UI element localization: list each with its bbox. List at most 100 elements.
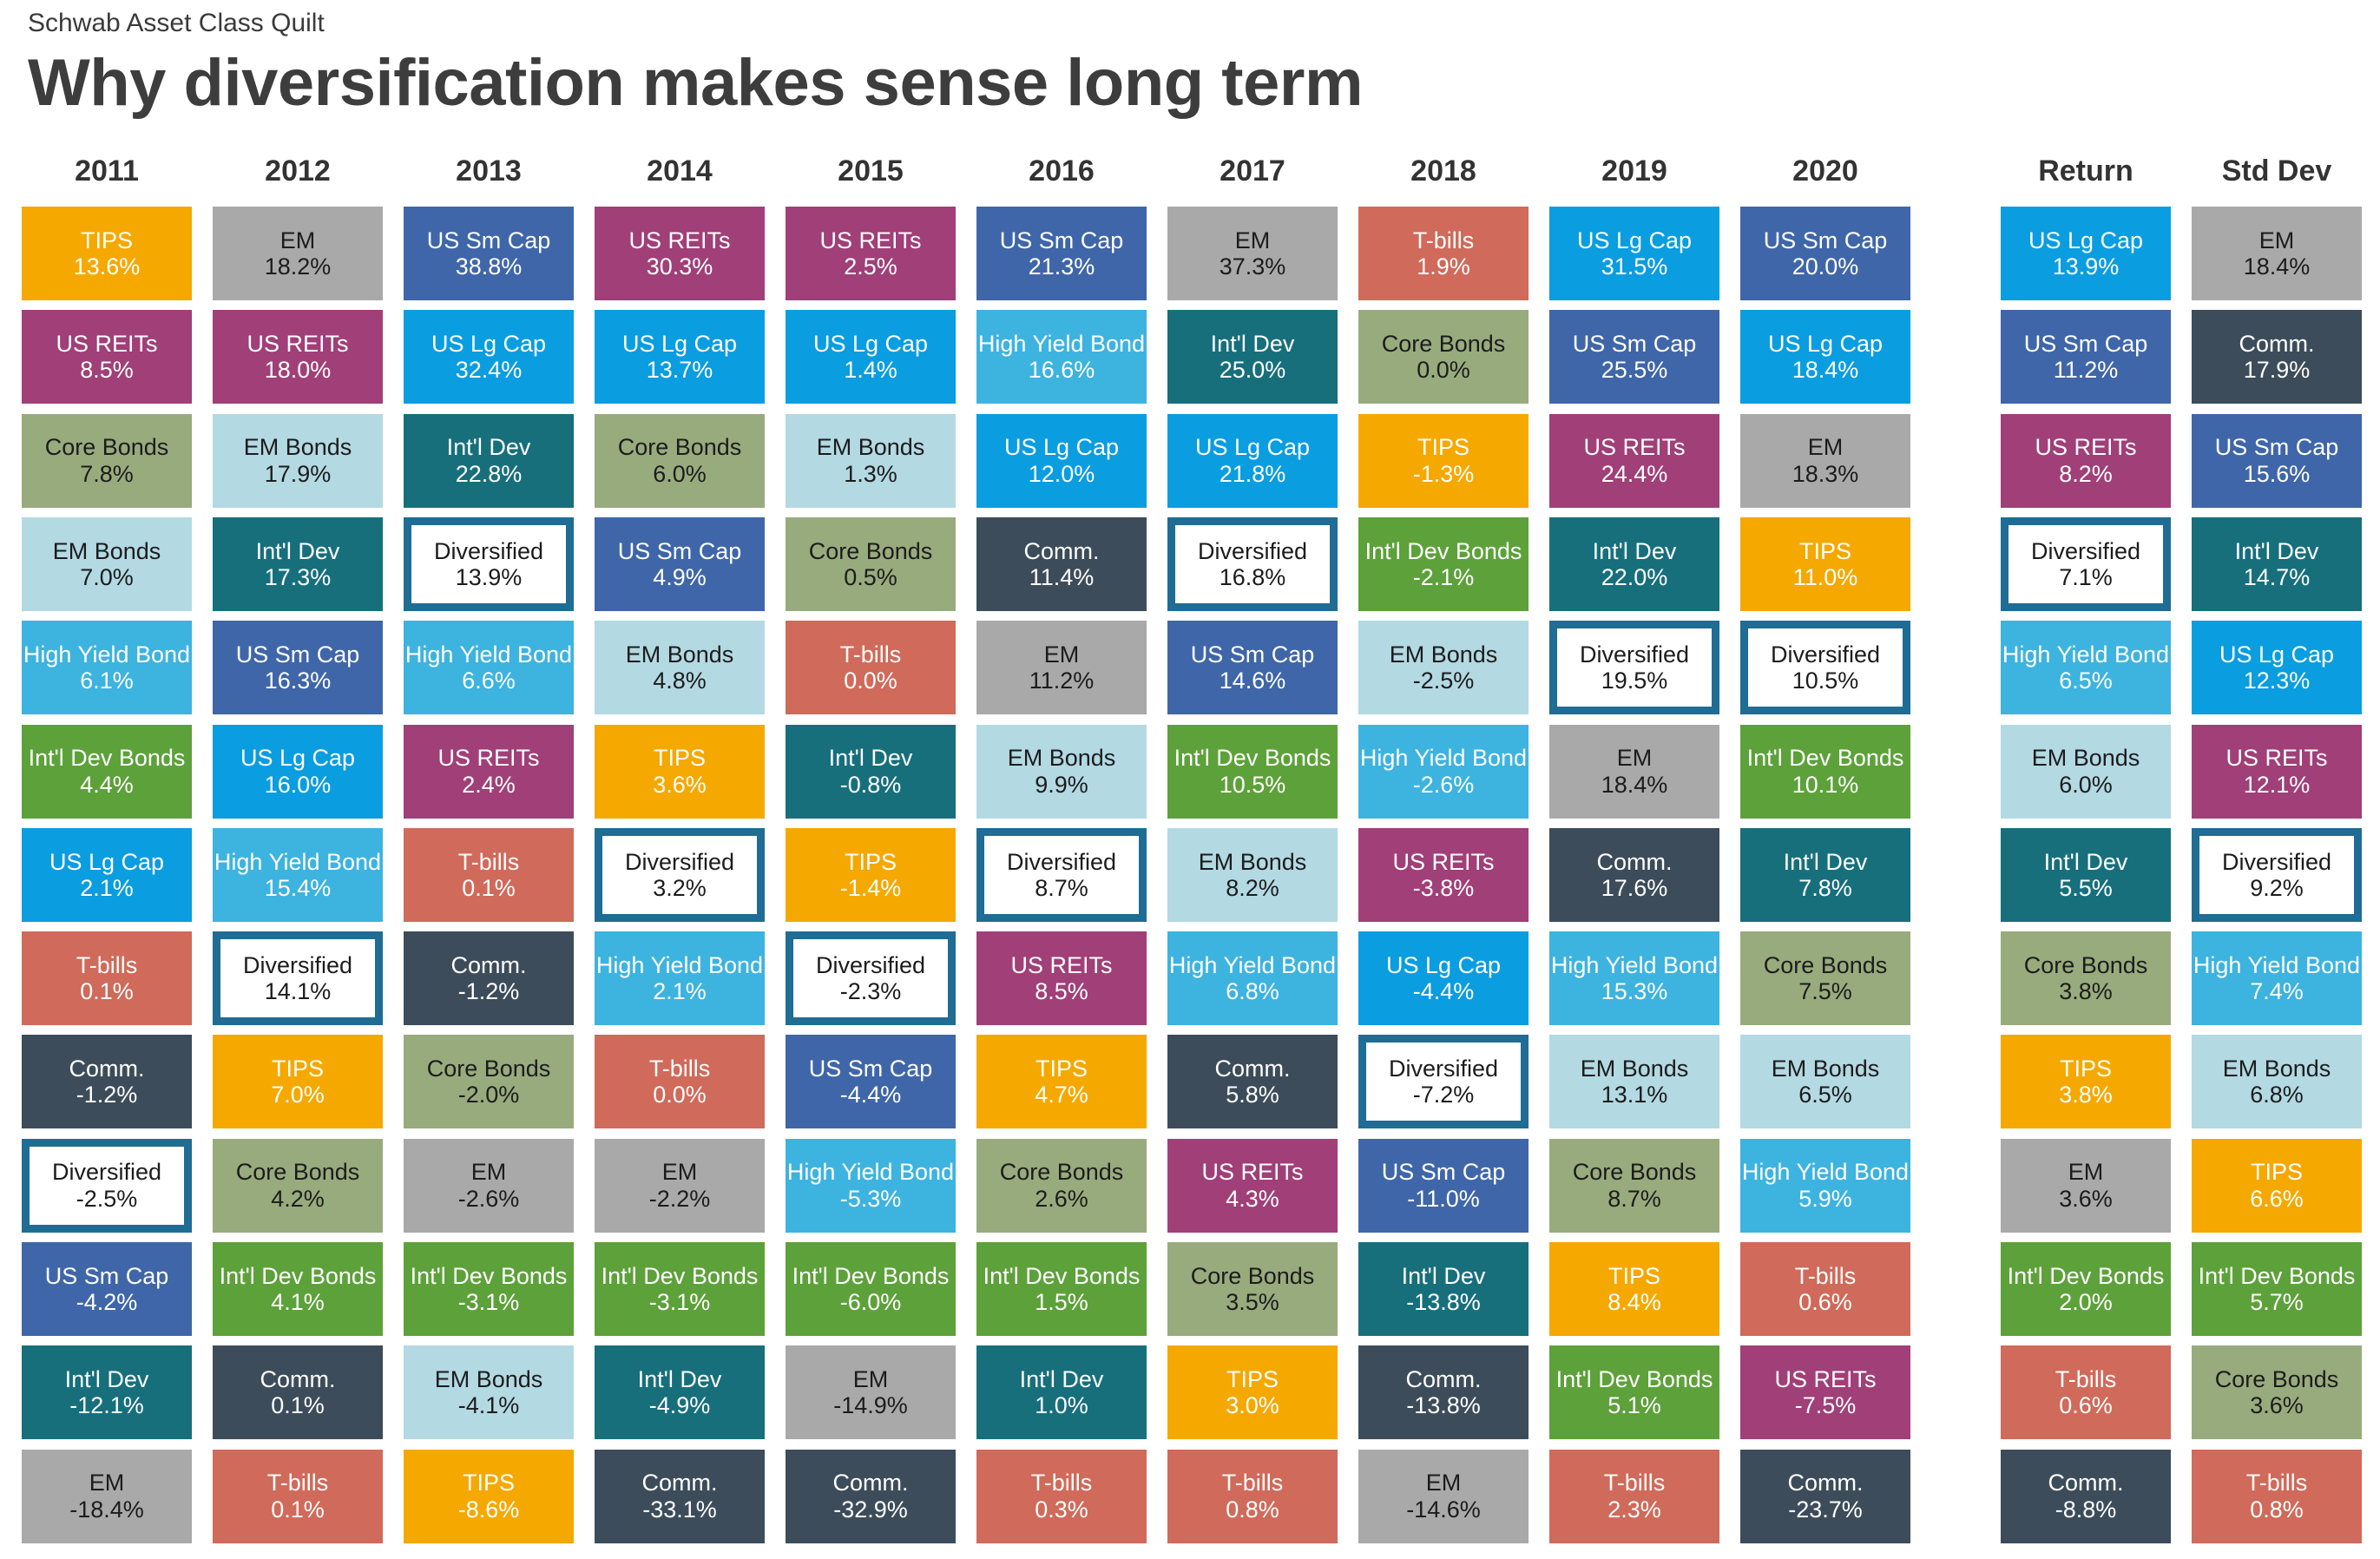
asset-class-value: 5.8% xyxy=(1226,1082,1279,1108)
asset-class-label: US Sm Cap xyxy=(1572,331,1697,358)
asset-class-value: -12.1% xyxy=(69,1392,144,1419)
quilt-cell-diversified: Diversified 14.1% xyxy=(213,931,383,1026)
quilt-cell-high-yield-bond: High Yield Bond 6.8% xyxy=(1167,931,1338,1026)
asset-class-value: -14.9% xyxy=(833,1392,908,1419)
asset-class-value: 11.2% xyxy=(2053,357,2119,384)
asset-class-label: EM xyxy=(661,1159,698,1186)
quilt-cell-us-lg-cap: US Lg Cap 2.1% xyxy=(22,827,192,922)
asset-class-label: Core Bonds xyxy=(2023,951,2148,978)
asset-class-value: 8.2% xyxy=(2059,460,2113,487)
asset-class-label: EM xyxy=(89,1470,125,1497)
quilt-cell-us-reits: US REITs 2.5% xyxy=(786,207,956,300)
asset-class-label: TIPS xyxy=(462,1470,515,1497)
quilt-cell-em-bonds: EM Bonds 6.8% xyxy=(2192,1035,2362,1129)
asset-class-value: 4.7% xyxy=(1035,1082,1088,1108)
asset-class-value: 21.8% xyxy=(1219,460,1286,487)
asset-class-label: T-bills xyxy=(1603,1470,1666,1497)
quilt-cell-core-bonds: Core Bonds 0.0% xyxy=(1358,310,1529,405)
quilt-cell-t-bills: T-bills 0.8% xyxy=(2192,1449,2362,1543)
asset-class-value: 6.8% xyxy=(1226,978,1279,1005)
asset-class-value: 7.5% xyxy=(1798,978,1852,1005)
asset-class-value: 8.2% xyxy=(1226,874,1279,901)
asset-class-value: 9.9% xyxy=(1035,771,1088,798)
asset-class-label: EM Bonds xyxy=(243,434,352,461)
asset-class-label: TIPS xyxy=(1226,1366,1279,1393)
asset-class-value: 17.9% xyxy=(264,460,332,487)
asset-class-label: Int'l Dev Bonds xyxy=(1364,537,1522,564)
quilt-cell-comm: Comm. 11.4% xyxy=(976,516,1147,611)
asset-class-label: T-bills xyxy=(1794,1262,1857,1289)
asset-class-label: EM Bonds xyxy=(1771,1056,1880,1082)
asset-class-value: 0.1% xyxy=(271,1496,325,1523)
asset-class-label: Core Bonds xyxy=(1190,1262,1315,1289)
asset-class-value: 7.0% xyxy=(80,563,134,590)
quilt-cell-em-bonds: EM Bonds 4.8% xyxy=(595,621,765,715)
asset-class-value: 4.9% xyxy=(653,563,707,590)
asset-class-label: Core Bonds xyxy=(1572,1159,1697,1186)
asset-class-label: EM Bonds xyxy=(1389,641,1498,668)
asset-class-value: 10.1% xyxy=(1792,771,1859,798)
asset-class-label: US REITs xyxy=(819,227,922,253)
asset-class-value: -4.4% xyxy=(1412,978,1475,1005)
quilt-cell-tips: TIPS 7.0% xyxy=(213,1035,383,1129)
asset-class-value: 22.0% xyxy=(1601,563,1668,590)
asset-class-value: 6.5% xyxy=(1798,1082,1852,1108)
quilt-cell-us-sm-cap: US Sm Cap -4.4% xyxy=(786,1035,956,1129)
asset-class-value: -1.2% xyxy=(76,1082,138,1108)
quilt-cell-us-lg-cap: US Lg Cap 21.8% xyxy=(1167,413,1338,508)
asset-class-label: Int'l Dev Bonds xyxy=(983,1262,1141,1289)
quilt-cell-int-l-dev: Int'l Dev -12.1% xyxy=(22,1345,192,1440)
asset-class-label: Core Bonds xyxy=(999,1159,1124,1186)
quilt-cell-int-l-dev: Int'l Dev -4.9% xyxy=(595,1345,765,1440)
quilt-cell-us-lg-cap: US Lg Cap 1.4% xyxy=(786,310,956,405)
quilt-cell-t-bills: T-bills 1.9% xyxy=(1358,207,1529,300)
quilt-cell-us-reits: US REITs 2.4% xyxy=(404,724,574,819)
asset-class-label: Int'l Dev xyxy=(1210,331,1295,358)
asset-class-label: Core Bonds xyxy=(44,434,169,461)
quilt-cell-t-bills: T-bills 0.1% xyxy=(22,931,192,1026)
quilt-cell-diversified: Diversified 8.7% xyxy=(976,827,1147,922)
asset-class-label: T-bills xyxy=(648,1056,711,1082)
quilt-cell-int-l-dev-bonds: Int'l Dev Bonds 2.0% xyxy=(2001,1242,2171,1336)
asset-class-value: 8.7% xyxy=(1035,874,1088,901)
quilt-cell-core-bonds: Core Bonds 2.6% xyxy=(976,1138,1147,1233)
asset-class-label: High Yield Bond xyxy=(23,641,191,668)
quilt-cell-em-bonds: EM Bonds -4.1% xyxy=(404,1345,574,1440)
quilt-cell-tips: TIPS 6.6% xyxy=(2192,1138,2362,1233)
asset-class-value: 18.4% xyxy=(1601,771,1668,798)
quilt-cell-us-lg-cap: US Lg Cap 18.4% xyxy=(1740,310,1910,405)
asset-class-label: EM Bonds xyxy=(2222,1056,2331,1082)
asset-class-value: 37.3% xyxy=(1219,253,1286,280)
asset-class-label: TIPS xyxy=(2250,1159,2303,1186)
asset-class-label: US Lg Cap xyxy=(621,331,738,358)
asset-class-label: T-bills xyxy=(76,951,138,978)
quilt-cell-comm: Comm. -8.8% xyxy=(2001,1449,2171,1543)
asset-class-value: 13.7% xyxy=(646,357,713,384)
quilt-cell-tips: TIPS -1.3% xyxy=(1358,413,1529,508)
asset-class-label: EM xyxy=(1616,745,1653,772)
asset-class-value: 4.4% xyxy=(80,771,134,798)
quilt-cell-comm: Comm. -33.1% xyxy=(595,1449,765,1543)
quilt-cell-us-sm-cap: US Sm Cap 38.8% xyxy=(404,207,574,300)
asset-class-value: 24.4% xyxy=(1601,460,1668,487)
asset-class-value: 6.0% xyxy=(2059,771,2113,798)
asset-class-value: -13.8% xyxy=(1406,1289,1481,1315)
column-header-2014: 2014 xyxy=(647,155,713,187)
asset-class-value: 8.7% xyxy=(1607,1185,1661,1212)
quilt-cell-em-bonds: EM Bonds 7.0% xyxy=(22,516,192,611)
quilt-cell-us-lg-cap: US Lg Cap 13.7% xyxy=(595,310,765,405)
quilt-cell-high-yield-bond: High Yield Bond 16.6% xyxy=(976,310,1147,405)
asset-class-label: High Yield Bond xyxy=(2002,641,2170,668)
asset-class-value: 14.7% xyxy=(2243,563,2311,590)
quilt-cell-high-yield-bond: High Yield Bond 15.4% xyxy=(213,827,383,922)
quilt-cell-core-bonds: Core Bonds 3.6% xyxy=(2192,1345,2362,1440)
asset-class-value: 18.4% xyxy=(1792,357,1859,384)
asset-class-value: -33.1% xyxy=(642,1496,717,1523)
asset-class-label: TIPS xyxy=(2059,1056,2112,1082)
asset-class-label: US Lg Cap xyxy=(431,331,547,358)
quilt-cell-t-bills: T-bills 0.8% xyxy=(1167,1449,1338,1543)
quilt-cell-comm: Comm. -32.9% xyxy=(786,1449,956,1543)
asset-class-value: -1.2% xyxy=(457,978,520,1005)
asset-class-label: Int'l Dev xyxy=(1401,1262,1486,1289)
asset-class-label: High Yield Bond xyxy=(1550,951,1719,978)
